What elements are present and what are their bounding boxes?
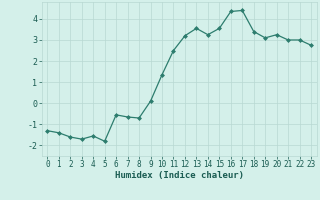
- X-axis label: Humidex (Indice chaleur): Humidex (Indice chaleur): [115, 171, 244, 180]
